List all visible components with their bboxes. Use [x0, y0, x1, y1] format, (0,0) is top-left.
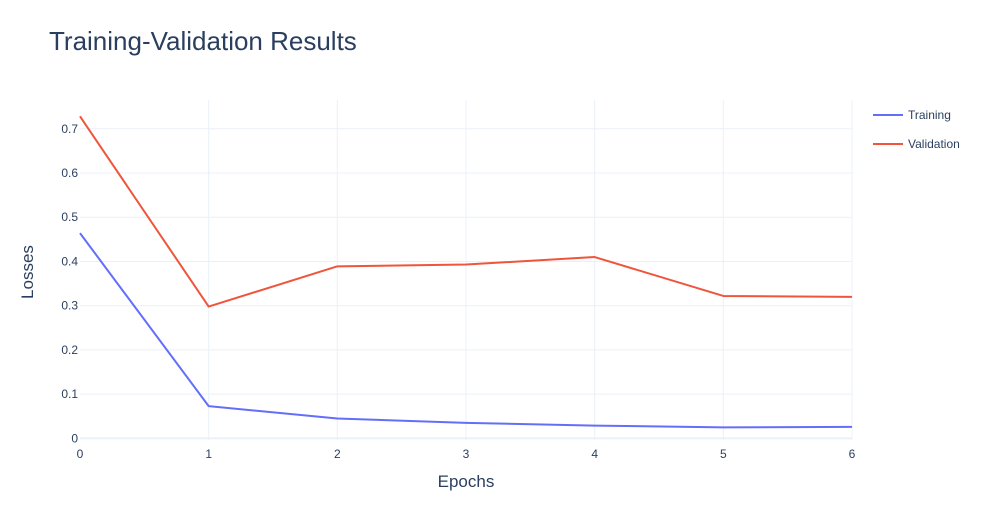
x-tick-label: 5 — [720, 447, 727, 461]
x-tick-label: 6 — [849, 447, 856, 461]
y-tick-label: 0 — [71, 431, 78, 445]
y-tick-label: 0.1 — [61, 387, 78, 401]
legend-item-training[interactable]: Training — [873, 108, 951, 122]
series-lines — [79, 115, 853, 429]
x-tick-label: 2 — [334, 447, 341, 461]
legend-item-validation[interactable]: Validation — [873, 137, 960, 151]
legend[interactable]: Training Validation — [873, 108, 960, 151]
grid — [80, 100, 853, 440]
y-axis-title: Losses — [18, 245, 37, 299]
legend-label: Validation — [908, 137, 960, 151]
y-axis-ticks: 0 0.1 0.2 0.3 0.4 0.5 0.6 0.7 — [61, 122, 78, 446]
y-tick-label: 0.2 — [61, 343, 78, 357]
y-tick-label: 0.7 — [61, 122, 78, 136]
y-tick-label: 0.3 — [61, 299, 78, 313]
series-line-training — [79, 232, 853, 429]
y-tick-label: 0.5 — [61, 210, 78, 224]
legend-label: Training — [908, 108, 951, 122]
x-axis-title: Epochs — [438, 472, 495, 491]
x-tick-label: 1 — [205, 447, 212, 461]
x-tick-label: 3 — [463, 447, 470, 461]
chart-title: Training-Validation Results — [49, 26, 357, 56]
y-tick-label: 0.6 — [61, 166, 78, 180]
series-line-validation — [79, 115, 853, 308]
x-tick-label: 0 — [77, 447, 84, 461]
x-tick-label: 4 — [591, 447, 598, 461]
y-tick-label: 0.4 — [61, 254, 78, 268]
x-axis-ticks: 0 1 2 3 4 5 6 — [77, 447, 856, 461]
